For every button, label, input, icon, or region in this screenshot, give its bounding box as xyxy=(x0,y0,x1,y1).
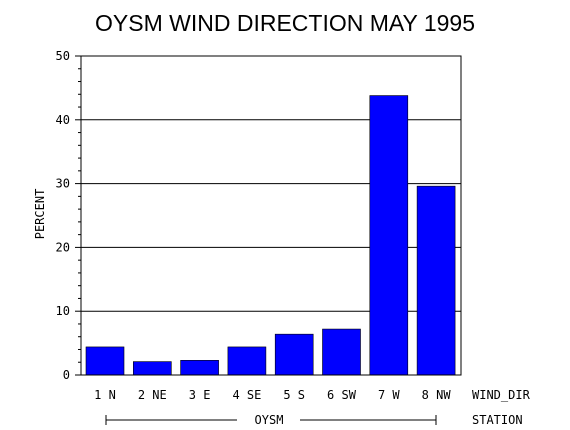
y-axis-label: PERCENT xyxy=(33,189,47,240)
bar-8-nw xyxy=(416,185,456,376)
station-axis-label: STATION xyxy=(472,413,523,427)
bar-4-se xyxy=(227,346,267,376)
station-bracket xyxy=(105,415,437,425)
bar-6-sw xyxy=(322,328,361,376)
x-axis-label: WIND_DIR xyxy=(472,388,531,402)
y-tick-label: 10 xyxy=(56,304,70,318)
y-tick-label: 20 xyxy=(56,240,70,254)
bar-3-e xyxy=(180,360,219,376)
x-tick-label: 1 N xyxy=(94,388,116,402)
bars xyxy=(85,95,456,376)
bar-5-s xyxy=(274,333,314,376)
plot-frame xyxy=(80,55,462,376)
x-tick-label: 6 SW xyxy=(327,388,357,402)
x-tick-label: 2 NE xyxy=(138,388,167,402)
chart-title: OYSM WIND DIRECTION MAY 1995 xyxy=(95,10,475,36)
y-tick-label: 30 xyxy=(56,177,70,191)
x-tick-label: 8 NW xyxy=(422,388,452,402)
y-tick-label: 50 xyxy=(56,49,70,63)
x-tick-label: 3 E xyxy=(189,388,211,402)
x-axis-labels: 1 N 2 NE 3 E 4 SE 5 S 6 SW 7 W 8 NW xyxy=(94,388,451,402)
x-tick-label: 5 S xyxy=(283,388,305,402)
bar-1-n xyxy=(85,346,125,376)
y-tick-label: 0 xyxy=(63,368,70,382)
x-tick-label: 7 W xyxy=(378,388,400,402)
bar-2-ne xyxy=(133,361,172,376)
x-tick-label: 4 SE xyxy=(232,388,261,402)
station-group-label: OYSM xyxy=(255,413,284,427)
y-axis-ticks: 0 10 20 30 40 50 xyxy=(56,49,81,382)
bar-7-w xyxy=(369,95,409,376)
y-tick-label: 40 xyxy=(56,113,70,127)
